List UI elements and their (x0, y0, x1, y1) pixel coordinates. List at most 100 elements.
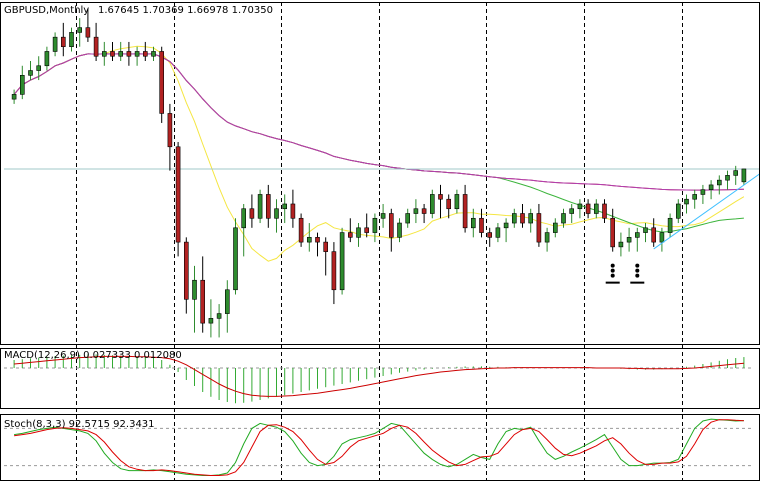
candle-body-84 (700, 189, 706, 195)
candle-body-6 (60, 36, 66, 48)
candle-body-85 (708, 184, 714, 190)
marker-dot-1-1 (635, 268, 640, 273)
candle-body-54 (454, 194, 460, 210)
candle-body-56 (470, 217, 476, 229)
candle-body-47 (397, 222, 402, 238)
marker-dot-0-0 (610, 263, 615, 268)
candle-body-48 (405, 213, 411, 224)
candle-body-28 (241, 208, 246, 229)
candle-body-34 (290, 203, 296, 219)
candle-body-29 (249, 208, 255, 219)
candle-body-72 (602, 203, 607, 219)
candle-body-82 (684, 198, 689, 205)
candle-body-1 (19, 74, 25, 95)
candle-body-37 (315, 237, 320, 243)
candle-body-11 (102, 51, 107, 57)
candle-body-46 (388, 213, 394, 238)
trendline (653, 173, 760, 250)
candle-body-24 (208, 318, 214, 324)
candle-body-79 (659, 232, 665, 243)
macd-pane (4, 354, 752, 404)
candle-body-87 (725, 175, 730, 181)
grid-lines (76, 2, 683, 480)
stoch-pane (4, 418, 752, 476)
candle-body-10 (93, 36, 99, 57)
candle-body-66 (552, 222, 558, 233)
stoch-signal-line (14, 419, 744, 476)
macd-signal-line (14, 355, 744, 397)
candle-body-41 (347, 232, 353, 238)
stoch-main-line (14, 418, 744, 476)
candle-body-18 (159, 51, 164, 114)
candle-body-53 (446, 198, 452, 210)
candle-body-27 (233, 227, 238, 291)
candle-body-16 (143, 51, 148, 57)
candle-body-19 (167, 113, 173, 148)
candle-body-49 (413, 208, 419, 214)
candle-body-74 (618, 241, 624, 248)
candle-body-15 (134, 51, 140, 57)
candle-body-42 (356, 227, 361, 238)
candle-body-40 (339, 232, 345, 291)
candle-body-0 (11, 94, 17, 100)
candle-body-51 (429, 194, 435, 214)
candle-body-5 (52, 36, 58, 52)
chart-title: GBPUSD,Monthly (4, 5, 89, 16)
candle-body-86 (716, 179, 722, 186)
candle-body-59 (495, 227, 501, 238)
candle-body-32 (274, 208, 279, 219)
candle-body-33 (282, 203, 288, 210)
candle-body-75 (626, 237, 632, 243)
candle-body-57 (479, 217, 484, 233)
candle-body-23 (200, 279, 205, 324)
candle-body-7 (69, 32, 74, 48)
candle-body-35 (298, 217, 304, 243)
candle-body-22 (192, 279, 197, 300)
candle-body-20 (175, 146, 181, 243)
macd-label: MACD(12,26,9) 0.027333 0.012080 (4, 350, 182, 361)
marker-dot-0-2 (610, 273, 615, 278)
candle-body-13 (118, 51, 123, 57)
candle-body-89 (741, 168, 747, 183)
candle-body-76 (634, 232, 640, 238)
candle-body-17 (151, 51, 156, 57)
price-pane (4, 8, 760, 338)
candle-body-69 (577, 203, 583, 210)
candle-body-73 (610, 217, 616, 248)
ma-yellow-line (13, 45, 745, 262)
candle-body-52 (438, 194, 443, 200)
candle-body-67 (561, 213, 566, 224)
candle-body-64 (536, 213, 542, 243)
candle-body-44 (372, 217, 378, 233)
chart-ohlc: 1.67645 1.70369 1.66978 1.70350 (98, 5, 273, 16)
candle-body-83 (692, 194, 698, 200)
candle-body-50 (421, 208, 427, 214)
candle-body-81 (675, 203, 681, 219)
candle-body-26 (225, 289, 230, 314)
candle-body-8 (77, 27, 82, 33)
stoch-label: Stoch(8,3,3) 92.5715 92.3431 (4, 419, 155, 430)
candle-body-4 (44, 51, 50, 67)
candle-body-39 (331, 251, 337, 291)
candle-body-25 (216, 313, 222, 319)
candle-body-68 (569, 208, 575, 214)
candle-body-62 (520, 213, 525, 224)
candle-body-58 (487, 232, 493, 238)
candle-body-77 (643, 227, 648, 233)
candle-body-61 (511, 213, 517, 224)
marker-dot-0-1 (610, 268, 615, 273)
candle-body-21 (184, 241, 189, 300)
candle-body-36 (306, 237, 312, 243)
candle-body-78 (651, 227, 657, 243)
candle-body-30 (257, 194, 263, 219)
marker-dot-1-2 (635, 273, 640, 278)
candle-body-63 (528, 213, 534, 224)
candle-body-43 (364, 227, 370, 233)
candle-body-65 (544, 232, 550, 243)
candle-body-9 (85, 27, 91, 38)
candle-body-70 (585, 203, 591, 214)
candle-body-38 (323, 241, 329, 252)
candle-body-14 (126, 51, 132, 57)
candle-body-2 (28, 70, 33, 76)
